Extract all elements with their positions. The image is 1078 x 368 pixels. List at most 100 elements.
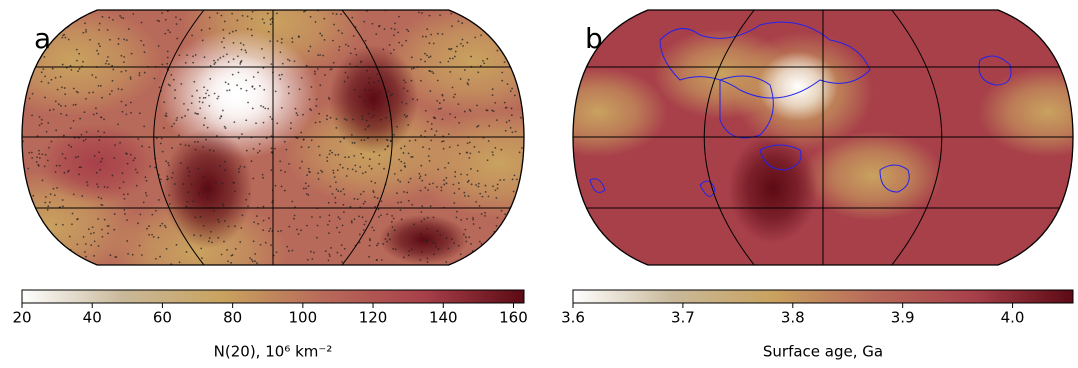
crater-dot [448,48,450,50]
crater-dot [476,105,478,107]
crater-dot [340,141,342,143]
crater-dot [196,90,198,92]
crater-dot [221,15,223,17]
crater-dot [465,236,467,238]
crater-dot [488,125,490,127]
crater-dot [259,85,261,87]
crater-dot [329,255,331,257]
crater-dot [86,131,88,133]
crater-dot [167,51,169,53]
crater-dot [165,227,167,229]
crater-dot [31,114,33,116]
crater-dot [286,246,288,248]
crater-dot [100,116,102,118]
colorbar-tick-label: 3.8 [781,309,805,327]
crater-dot [151,214,153,216]
crater-dot [470,243,472,245]
crater-dot [428,56,430,58]
crater-dot [420,190,422,192]
crater-dot [285,149,287,151]
crater-dot [420,165,422,167]
crater-dot [305,182,307,184]
crater-dot [333,24,335,26]
crater-dot [262,177,264,179]
crater-dot [46,131,48,133]
crater-dot [390,140,392,142]
crater-dot [259,143,261,145]
crater-dot [97,218,99,220]
crater-dot [96,183,98,185]
crater-dot [478,151,480,153]
crater-dot [301,161,303,163]
crater-dot [98,43,100,45]
crater-dot [55,171,57,173]
map-blob [728,134,818,244]
crater-dot [451,25,453,27]
crater-dot [288,163,290,165]
crater-dot [400,209,402,211]
crater-dot [36,156,38,158]
crater-dot [451,238,453,240]
crater-dot [262,18,264,20]
crater-dot [233,121,235,123]
crater-dot [399,181,401,183]
crater-dot [262,229,264,231]
crater-dot [514,95,516,97]
crater-dot [76,243,78,245]
crater-dot [365,220,367,222]
crater-dot [487,110,489,112]
crater-dot [460,173,462,175]
crater-dot [47,209,49,211]
crater-dot [289,60,291,62]
crater-dot [180,83,182,85]
crater-dot [154,167,156,169]
crater-dot [516,263,518,265]
crater-dot [146,195,148,197]
crater-dot [432,72,434,74]
crater-dot [60,12,62,14]
crater-dot [362,115,364,117]
crater-dot [332,13,334,15]
colorbar-tick-label: 4.0 [1001,309,1025,327]
crater-dot [275,90,277,92]
crater-dot [349,63,351,65]
crater-dot [276,122,278,124]
crater-dot [240,42,242,44]
crater-dot [452,58,454,60]
crater-dot [296,112,298,114]
crater-dot [344,118,346,120]
crater-dot [400,148,402,150]
crater-dot [458,122,460,124]
crater-dot [318,113,320,115]
crater-dot [73,120,75,122]
crater-dot [199,97,201,99]
crater-dot [505,130,507,132]
crater-dot [317,54,319,56]
crater-dot [222,29,224,31]
crater-dot [388,90,390,92]
crater-dot [520,36,522,38]
crater-dot [326,157,328,159]
crater-dot [123,209,125,211]
crater-dot [22,222,24,224]
crater-dot [90,244,92,246]
crater-dot [139,74,141,76]
crater-dot [110,254,112,256]
crater-dot [85,98,87,100]
crater-dot [483,62,485,64]
colorbar [22,290,524,303]
crater-dot [113,157,115,159]
crater-dot [41,123,43,125]
crater-dot [105,63,107,65]
crater-dot [492,185,494,187]
crater-dot [123,193,125,195]
crater-dot [143,125,145,127]
crater-dot [184,115,186,117]
crater-dot [124,198,126,200]
crater-dot [510,235,512,237]
crater-dot [194,112,196,114]
crater-dot [477,186,479,188]
crater-dot [466,174,468,176]
crater-dot [408,152,410,154]
crater-dot [482,196,484,198]
